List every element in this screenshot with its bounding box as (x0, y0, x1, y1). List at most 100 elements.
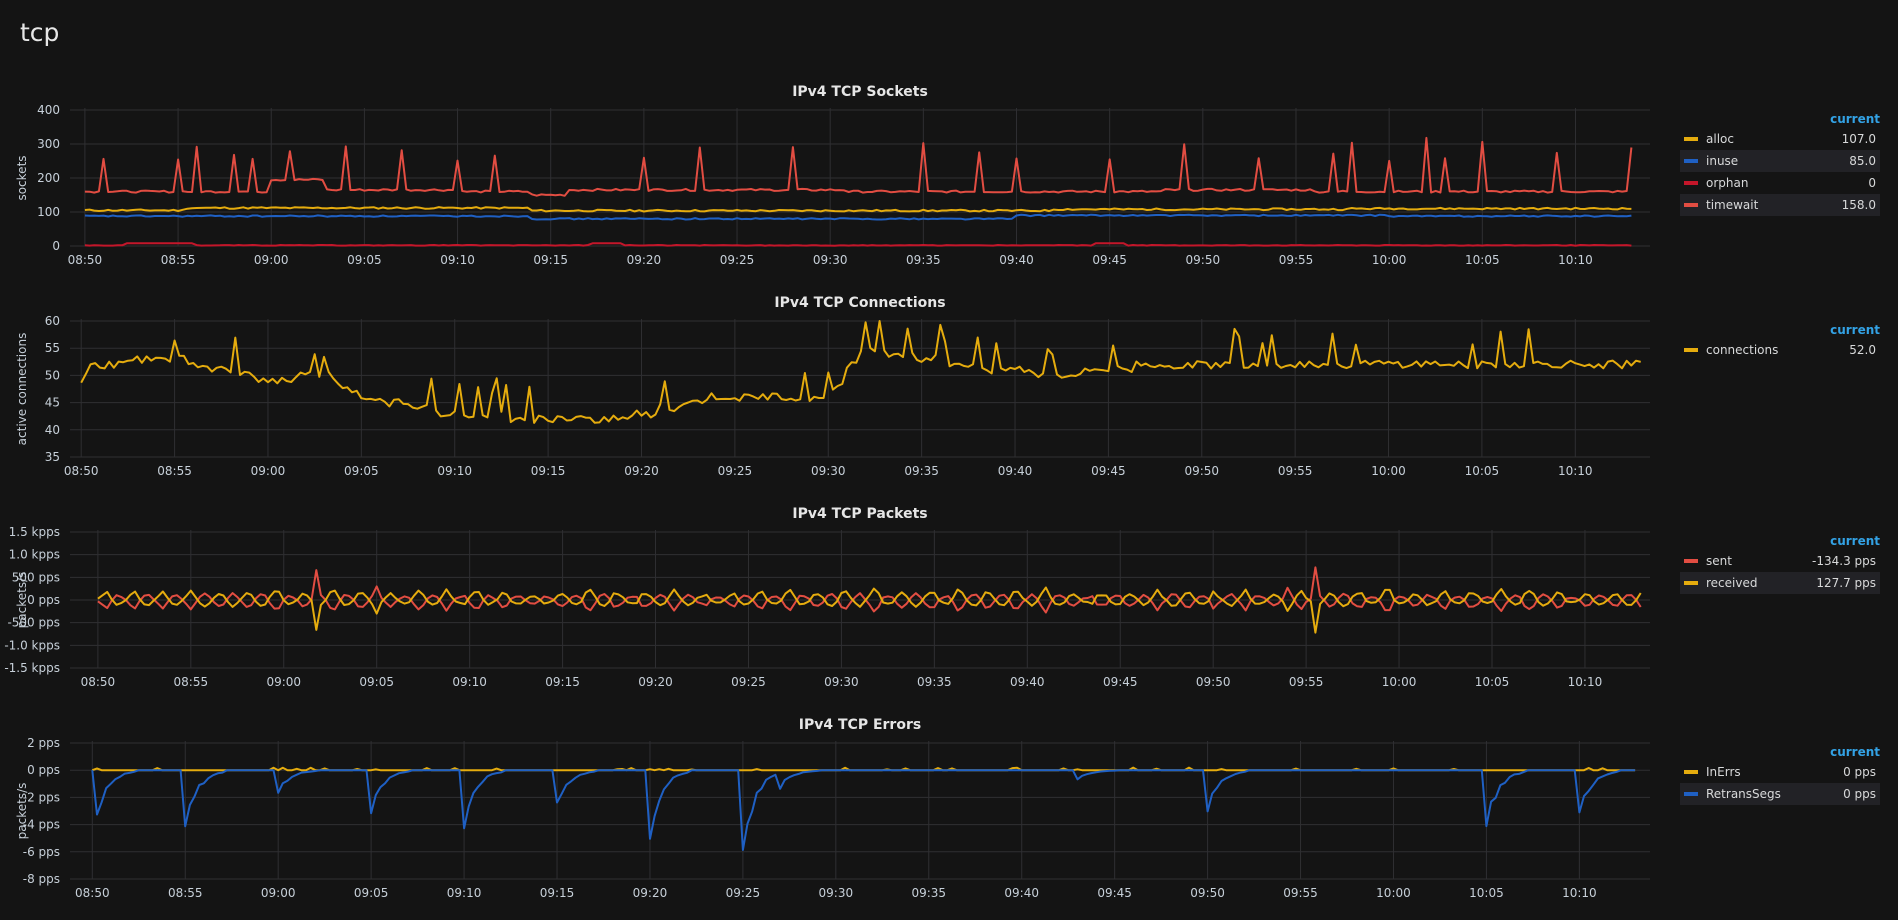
legend-sockets: current alloc 107.0 inuse 85.0 orphan 0 … (1680, 110, 1880, 216)
y-tick-label: -500 pps (7, 616, 60, 630)
x-tick-label: 09:15 (531, 464, 566, 478)
x-tick-label: 09:05 (354, 886, 389, 900)
legend-item-timewait[interactable]: timewait 158.0 (1680, 194, 1880, 216)
legend-name: received (1706, 576, 1758, 590)
legend-name: RetransSegs (1706, 787, 1781, 801)
legend-header-current[interactable]: current (1830, 534, 1880, 548)
legend-swatch (1684, 348, 1698, 352)
x-tick-label: 09:30 (813, 253, 848, 267)
x-tick-label: 10:00 (1382, 675, 1417, 689)
x-tick-label: 09:05 (347, 253, 382, 267)
legend-header-current[interactable]: current (1830, 323, 1880, 337)
x-tick-label: 09:55 (1279, 253, 1314, 267)
x-tick-label: 10:05 (1469, 886, 1504, 900)
x-tick-label: 10:00 (1372, 253, 1407, 267)
x-tick-label: 09:55 (1283, 886, 1318, 900)
y-tick-label: 50 (45, 368, 60, 382)
legend-value: 0 (1868, 176, 1876, 190)
y-tick-label: 55 (45, 341, 60, 355)
chart-sockets: IPv4 TCP Sockets sockets 0 100 200 300 400 08:5… (15, 84, 1650, 267)
y-tick-label: 100 (37, 205, 60, 219)
y-tick-label: 1.5 kpps (9, 525, 60, 539)
legend-item-sent[interactable]: sent -134.3 pps (1680, 550, 1880, 572)
x-tick-label: 08:50 (75, 886, 110, 900)
panel-sockets: IPv4 TCP Sockets sockets 0 100 200 300 400 08:5… (0, 76, 1898, 286)
y-tick-label: 1.0 kpps (9, 548, 60, 562)
x-tick-label: 09:50 (1186, 253, 1221, 267)
x-tick-label: 09:40 (1010, 675, 1045, 689)
x-tick-label: 09:25 (720, 253, 755, 267)
legend-item-alloc[interactable]: alloc 107.0 (1680, 128, 1880, 150)
series-line-inuse (84, 213, 1632, 221)
x-tick-label: 09:50 (1196, 675, 1231, 689)
legend-item-inerrs[interactable]: InErrs 0 pps (1680, 761, 1880, 783)
y-axis-label: packets/s (15, 572, 29, 629)
x-tick-label: 09:40 (998, 464, 1033, 478)
legend-value: 0 pps (1843, 765, 1876, 779)
x-tick-label: 09:30 (819, 886, 854, 900)
x-tick-label: 09:15 (545, 675, 580, 689)
x-tick-label: 08:55 (161, 253, 196, 267)
legend-item-orphan[interactable]: orphan 0 (1680, 172, 1880, 194)
legend-item-inuse[interactable]: inuse 85.0 (1680, 150, 1880, 172)
legend-value: 85.0 (1849, 154, 1876, 168)
y-tick-label: -6 pps (23, 845, 60, 859)
x-tick-label: 09:15 (540, 886, 575, 900)
legend-name: sent (1706, 554, 1732, 568)
x-tick-label: 10:10 (1562, 886, 1597, 900)
series-line-sent (97, 566, 1642, 614)
x-tick-label: 10:05 (1465, 253, 1500, 267)
legend-item-received[interactable]: received 127.7 pps (1680, 572, 1880, 594)
x-tick-label: 09:50 (1190, 886, 1225, 900)
chart-connections: IPv4 TCP Connections active connections 35… (15, 295, 1650, 478)
panel-connections: IPv4 TCP Connections active connections 35… (0, 287, 1898, 497)
series-line-alloc (84, 206, 1632, 213)
x-tick-label: 09:35 (917, 675, 952, 689)
legend-value: 0 pps (1843, 787, 1876, 801)
x-tick-label: 09:25 (718, 464, 753, 478)
chart-title: IPv4 TCP Errors (799, 717, 921, 733)
chart-title: IPv4 TCP Connections (774, 295, 945, 311)
x-tick-label: 09:45 (1091, 464, 1126, 478)
legend-name: timewait (1706, 198, 1759, 212)
x-tick-label: 10:10 (1558, 464, 1593, 478)
x-tick-label: 09:00 (266, 675, 301, 689)
x-tick-label: 09:00 (254, 253, 289, 267)
chart-title: IPv4 TCP Packets (792, 506, 927, 522)
y-tick-label: 0 (52, 239, 60, 253)
legend-swatch (1684, 137, 1698, 141)
legend-value: -134.3 pps (1812, 554, 1876, 568)
legend-swatch (1684, 581, 1698, 585)
chart-packets: IPv4 TCP Packets packets/s -1.5 kpps -1.0 k… (4, 506, 1650, 689)
y-tick-label: 200 (37, 171, 60, 185)
legend-name: orphan (1706, 176, 1749, 190)
panel-errors: IPv4 TCP Errors packets/s -8 pps -6 pps -4 p… (0, 709, 1898, 919)
x-tick-label: 08:55 (157, 464, 192, 478)
legend-name: InErrs (1706, 765, 1741, 779)
x-tick-label: 08:50 (81, 675, 116, 689)
legend-value: 158.0 (1841, 198, 1876, 212)
y-tick-label: 40 (45, 423, 60, 437)
series-line-orphan (84, 242, 1632, 247)
legend-header-current[interactable]: current (1830, 112, 1880, 126)
y-tick-label: -2 pps (23, 790, 60, 804)
legend-item-retranssegs[interactable]: RetransSegs 0 pps (1680, 783, 1880, 805)
y-tick-label: 400 (37, 103, 60, 117)
chart-errors: IPv4 TCP Errors packets/s -8 pps -6 pps -4 p… (15, 717, 1650, 900)
legend-value: 127.7 pps (1816, 576, 1876, 590)
y-axis-label: packets/s (15, 783, 29, 840)
series-line-timewait (84, 136, 1633, 197)
x-tick-label: 09:25 (731, 675, 766, 689)
series-line-connections (80, 320, 1641, 424)
x-tick-label: 08:55 (174, 675, 209, 689)
legend-header-current[interactable]: current (1830, 745, 1880, 759)
x-tick-label: 09:35 (904, 464, 939, 478)
x-tick-label: 10:05 (1475, 675, 1510, 689)
panel-packets: IPv4 TCP Packets packets/s -1.5 kpps -1.0 k… (0, 498, 1898, 708)
legend-item-connections[interactable]: connections 52.0 (1680, 339, 1880, 361)
x-tick-label: 10:10 (1568, 675, 1603, 689)
x-tick-label: 09:00 (251, 464, 286, 478)
legend-value: 107.0 (1841, 132, 1876, 146)
x-tick-label: 09:15 (533, 253, 568, 267)
x-tick-label: 09:10 (447, 886, 482, 900)
